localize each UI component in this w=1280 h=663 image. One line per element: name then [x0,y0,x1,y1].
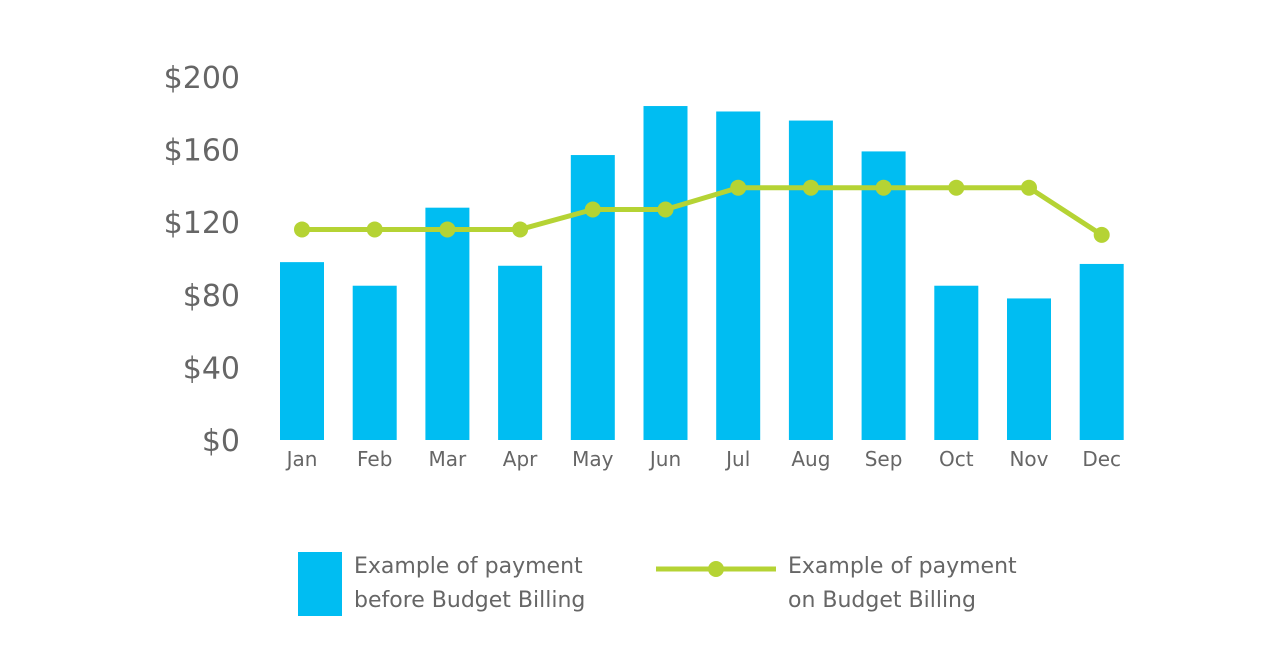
line-point-oct [948,179,965,196]
line-point-jul [730,179,747,196]
legend-label-line2: on Budget Billing [788,588,976,613]
bar-may [570,155,615,441]
x-tick-label: Sep [865,447,903,471]
bar-mar [425,207,470,440]
line-point-mar [439,221,456,238]
line-point-dec [1093,226,1110,243]
legend: Example of payment before Budget Billing… [0,550,1280,630]
legend-item-on: Example of payment on Budget Billing [656,550,1017,618]
bar-aug [788,120,833,440]
x-tick-label: Oct [939,447,974,471]
bar-dec [1079,263,1124,440]
y-tick-label: $160 [164,134,240,169]
bar-jul [716,111,761,441]
y-tick-label: $200 [164,61,240,96]
y-tick-label: $80 [183,279,240,314]
x-tick-label: Jul [724,447,750,471]
y-axis: $0 $40 $80 $120 $160 $200 [164,61,240,459]
x-tick-label: Aug [791,447,830,471]
x-tick-label: May [572,447,614,471]
line-point-feb [366,221,383,238]
bar-jun [643,106,688,440]
budget-line [302,185,1104,238]
legend-label-line1: Example of payment [354,554,583,579]
line-point-nov [1021,179,1037,196]
line-series [294,179,1110,243]
line-point-may [584,201,601,218]
bar-series [280,106,1124,441]
bar-apr [498,265,543,440]
x-tick-label: Nov [1009,447,1048,471]
legend-label-line1: Example of payment [788,554,1017,579]
line-point-apr [512,221,529,238]
x-tick-label: Dec [1082,447,1121,471]
bar-oct [934,285,979,440]
legend-line-swatch [656,561,776,577]
bar-feb [352,285,397,440]
y-tick-label: $120 [164,206,240,241]
y-tick-label: $40 [183,351,240,386]
x-tick-label: Apr [503,447,538,471]
budget-billing-chart: $0$40$80$120$160$200 Jan Feb Mar Apr May Jun J… [164,61,1124,471]
line-point-aug [802,179,819,196]
x-tick-label: Feb [357,447,392,471]
x-axis: Jan Feb Mar Apr May Jun Jul Aug Sep Oct Nov Dec [285,447,1121,471]
line-point-jan [294,221,310,238]
x-tick-label: Jan [285,447,318,471]
y-tick-label: $0 [202,424,240,459]
legend-label-line2: before Budget Billing [354,588,586,613]
legend-item-before: Example of payment before Budget Billing [298,550,585,618]
x-tick-label: Mar [429,447,468,471]
line-point-jun [657,201,674,218]
legend-bar-swatch [298,552,342,616]
x-tick-label: Jun [648,447,681,471]
line-point-sep [875,179,892,196]
bar-nov [1007,298,1051,440]
bar-sep [861,151,906,441]
bar-jan [280,262,324,440]
